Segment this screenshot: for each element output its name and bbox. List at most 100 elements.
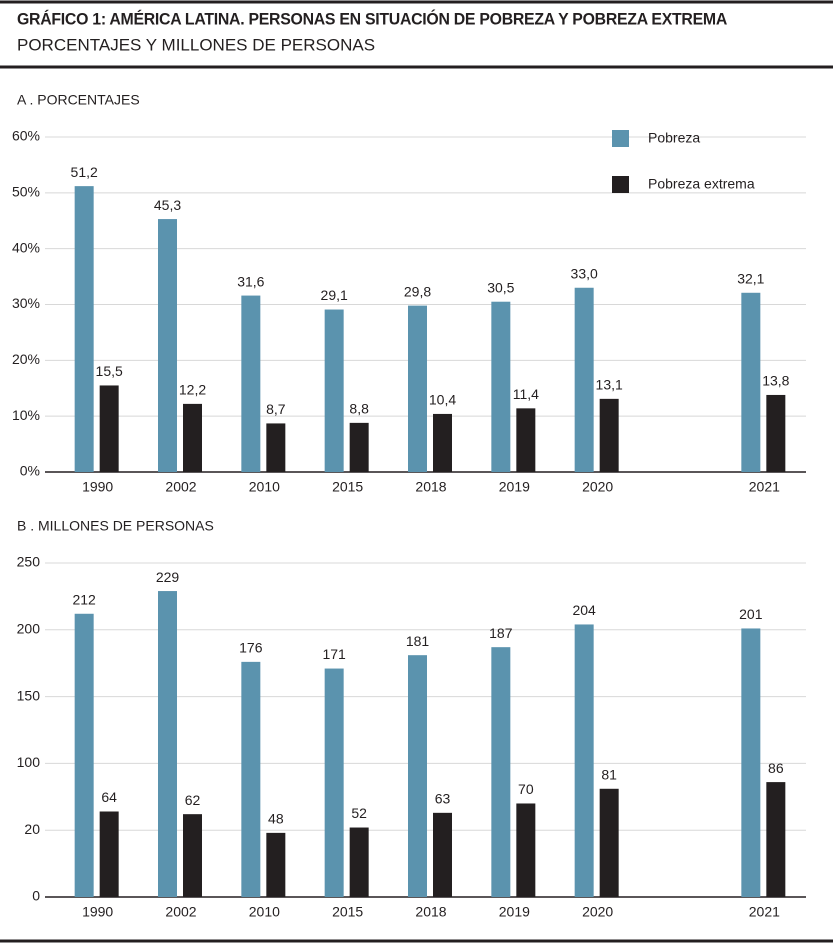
data-label: 11,4 xyxy=(513,386,539,402)
data-label: 204 xyxy=(572,602,596,618)
x-tick-label: 2019 xyxy=(499,904,530,920)
data-label: 13,8 xyxy=(762,373,789,389)
bar xyxy=(99,385,119,472)
y-tick-label: 20% xyxy=(12,351,40,367)
x-tick-label: 2015 xyxy=(332,904,363,920)
chart-title: B . MILLONES DE PERSONAS xyxy=(17,518,214,534)
bar xyxy=(266,423,286,472)
bar xyxy=(158,219,177,472)
data-label: 52 xyxy=(351,805,367,821)
data-label: 62 xyxy=(185,792,201,808)
y-tick-label: 40% xyxy=(12,239,40,255)
data-label: 51,2 xyxy=(71,164,98,180)
data-label: 63 xyxy=(435,791,451,807)
bar xyxy=(491,647,511,897)
bar xyxy=(324,668,344,897)
x-tick-label: 2015 xyxy=(332,479,363,495)
bar xyxy=(183,403,202,472)
x-tick-label: 2010 xyxy=(249,479,280,495)
data-label: 13,1 xyxy=(596,377,623,393)
y-tick-label: 30% xyxy=(12,295,40,311)
x-tick-label: 2021 xyxy=(749,904,780,920)
data-label: 70 xyxy=(518,781,534,797)
bar xyxy=(408,655,427,897)
data-label: 15,5 xyxy=(96,363,123,379)
y-tick-label: 0 xyxy=(32,888,40,904)
bar xyxy=(266,832,286,897)
x-tick-label: 2018 xyxy=(415,479,446,495)
data-label: 30,5 xyxy=(487,279,514,295)
data-label: 171 xyxy=(322,646,346,662)
data-label: 12,2 xyxy=(179,382,206,398)
x-tick-label: 2020 xyxy=(582,904,613,920)
x-tick-label: 1990 xyxy=(82,904,113,920)
data-label: 176 xyxy=(239,640,263,656)
bar xyxy=(516,803,536,897)
data-label: 81 xyxy=(601,766,617,782)
bar xyxy=(324,309,344,472)
bar xyxy=(741,292,761,472)
x-tick-label: 2019 xyxy=(499,479,530,495)
bar xyxy=(74,613,94,897)
bar xyxy=(766,782,786,897)
bar xyxy=(574,287,594,472)
data-label: 32,1 xyxy=(737,270,764,286)
title: GRÁFICO 1: AMÉRICA LATINA. PERSONAS EN S… xyxy=(17,9,727,28)
data-label: 29,8 xyxy=(404,283,431,299)
y-tick-label: 100 xyxy=(17,754,41,770)
x-tick-label: 2010 xyxy=(249,904,280,920)
bar xyxy=(241,661,261,897)
bar xyxy=(491,301,511,472)
bar xyxy=(408,305,427,472)
y-tick-label: 0% xyxy=(20,463,40,479)
y-tick-label: 200 xyxy=(17,621,41,637)
bar xyxy=(741,628,761,897)
y-tick-label: 60% xyxy=(12,128,40,144)
y-tick-label: 10% xyxy=(12,407,40,423)
y-tick-label: 50% xyxy=(12,184,40,200)
bar xyxy=(433,812,452,897)
chart-title: A . PORCENTAJES xyxy=(17,92,140,108)
bar xyxy=(158,591,177,897)
bar xyxy=(433,413,452,472)
x-tick-label: 2021 xyxy=(749,479,780,495)
bar xyxy=(183,814,202,897)
bar xyxy=(99,811,119,897)
x-tick-label: 2002 xyxy=(165,904,196,920)
data-label: 31,6 xyxy=(237,273,264,289)
bar xyxy=(516,408,536,472)
x-tick-label: 1990 xyxy=(82,479,113,495)
bar xyxy=(349,422,369,472)
legend-swatch xyxy=(612,176,629,193)
bar xyxy=(574,624,594,897)
y-tick-label: 20 xyxy=(24,821,40,837)
data-label: 29,1 xyxy=(321,287,348,303)
bar xyxy=(766,394,786,472)
data-label: 45,3 xyxy=(154,197,181,213)
bar xyxy=(74,186,94,472)
data-label: 33,0 xyxy=(571,265,598,281)
data-label: 64 xyxy=(101,789,117,805)
data-label: 48 xyxy=(268,811,284,827)
x-tick-label: 2020 xyxy=(582,479,613,495)
legend-label: Pobreza extrema xyxy=(648,176,755,192)
data-label: 8,8 xyxy=(349,401,369,417)
x-tick-label: 2002 xyxy=(165,479,196,495)
data-label: 181 xyxy=(406,633,430,649)
data-label: 10,4 xyxy=(429,392,456,408)
subtitle: PORCENTAJES Y MILLONES DE PERSONAS xyxy=(17,35,375,54)
bar xyxy=(349,827,369,897)
bar xyxy=(241,295,261,472)
legend-swatch xyxy=(612,130,629,147)
data-label: 212 xyxy=(72,591,96,607)
data-label: 187 xyxy=(489,625,513,641)
y-tick-label: 250 xyxy=(17,554,41,570)
data-label: 8,7 xyxy=(266,401,286,417)
legend-label: Pobreza xyxy=(648,130,700,146)
data-label: 86 xyxy=(768,760,784,776)
bar xyxy=(599,398,619,472)
x-tick-label: 2018 xyxy=(415,904,446,920)
data-label: 201 xyxy=(739,606,763,622)
bar xyxy=(599,788,619,897)
